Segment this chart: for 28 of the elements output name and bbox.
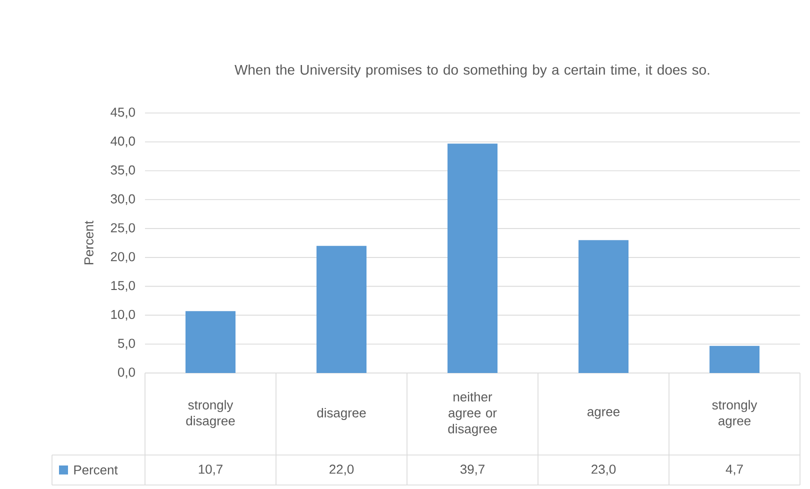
data-label: 39,7: [460, 464, 484, 476]
data-label: 22,0: [330, 464, 354, 476]
bar: [448, 144, 498, 373]
legend-label: Percent: [74, 465, 118, 474]
bar: [186, 311, 236, 373]
y-tick-label: 25,0: [110, 223, 135, 234]
x-tick-label: disagree: [317, 408, 366, 420]
data-label: 10,7: [198, 464, 222, 476]
y-tick-label: 10,0: [111, 310, 135, 321]
x-tick-label: strongly disagree: [186, 400, 235, 428]
bar: [578, 240, 629, 373]
y-tick-label: 35,0: [110, 165, 135, 176]
y-tick-label: 40,0: [110, 136, 135, 148]
x-tick-label: agree: [587, 409, 620, 419]
y-axis-title: Percent: [84, 220, 94, 264]
y-tick-label: 5,0: [118, 338, 135, 350]
y-tick-label: 20,0: [110, 252, 135, 263]
y-tick-label: 45,0: [110, 108, 135, 118]
x-tick-label: neither agree or disagree: [448, 392, 497, 436]
y-tick-label: 30,0: [110, 194, 135, 206]
data-label: 4,7: [726, 464, 743, 476]
x-tick-label: strongly agree: [712, 400, 758, 428]
bar: [316, 246, 367, 373]
chart-title: When the University promises to do something by a certain time, it does so.: [234, 64, 710, 78]
y-tick-label: 15,0: [111, 280, 135, 292]
bar: [710, 346, 760, 373]
data-label: 23,0: [592, 464, 616, 476]
y-tick-label: 0,0: [118, 368, 135, 378]
